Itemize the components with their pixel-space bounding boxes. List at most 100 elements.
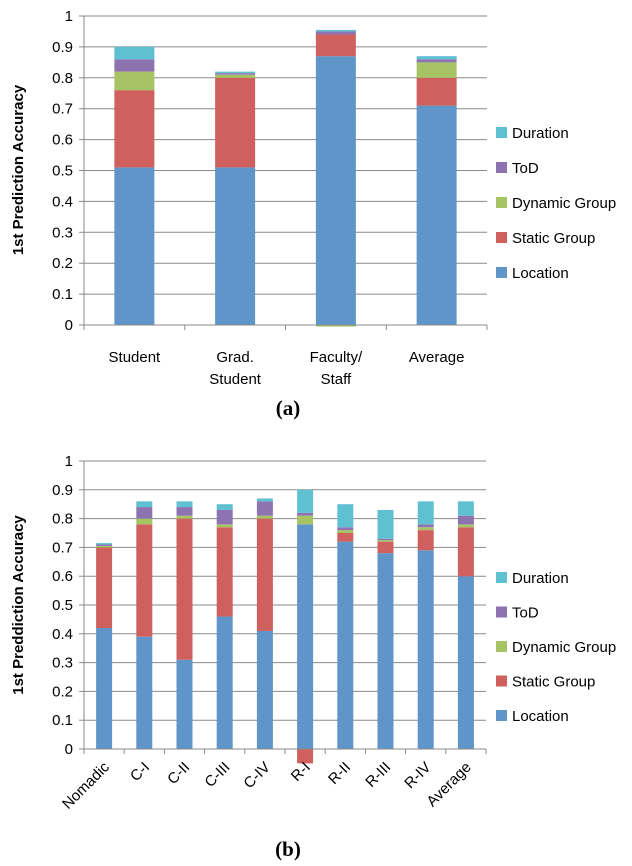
bar-segment-dynamic-group <box>337 530 354 533</box>
y-tick-label: 0.1 <box>52 712 73 729</box>
bar-segment-dynamic-group <box>416 62 457 78</box>
bar-segment-duration <box>315 29 356 32</box>
x-tick-label: Faculty/Staff <box>310 349 363 388</box>
legend-label: Dynamic Group <box>512 639 616 656</box>
y-tick-label: 0.9 <box>52 39 73 56</box>
bar-segment-duration <box>136 501 153 508</box>
bar-segment-dynamic-group <box>297 515 314 525</box>
bar-segment-dynamic-group <box>315 325 356 327</box>
y-tick-label: 1 <box>65 453 73 470</box>
bar-segment-tod <box>337 527 354 531</box>
legend-label: Duration <box>512 125 569 142</box>
bar-segment-tod <box>417 524 434 528</box>
legend-label: Duration <box>512 570 569 587</box>
y-tick-label: 0.6 <box>52 568 73 585</box>
bar-segment-tod <box>457 515 474 525</box>
bar-segment-static-group <box>457 527 474 577</box>
bar-segment-location <box>337 541 354 749</box>
bar-segment-static-group <box>136 524 153 637</box>
bar-segment-location <box>417 550 434 749</box>
legend-swatch <box>496 232 507 243</box>
y-tick-label: 0.8 <box>52 70 73 87</box>
x-tick-label: R-III <box>362 759 394 791</box>
x-tick-label: Student <box>109 349 162 366</box>
y-tick-label: 1 <box>65 8 73 25</box>
bar-segment-location <box>216 616 233 749</box>
bar-segment-duration <box>297 489 314 513</box>
bar-segment-static-group <box>315 34 356 57</box>
chart-panel-a: 0 0.1 0.2 0.3 0.4 0.5 0.6 0.7 0.8 0.9 1 1st Predict… <box>10 8 616 420</box>
y-tick-label: 0 <box>65 317 73 334</box>
legend-label: ToD <box>512 160 539 177</box>
bar-segment-tod <box>136 507 153 519</box>
bar-segment-tod <box>96 544 113 546</box>
x-tick-label-line: Grad. <box>216 349 254 366</box>
panel-caption: (a) <box>276 396 301 420</box>
bar-segment-location <box>176 659 193 749</box>
y-tick-label: 0.5 <box>52 597 73 614</box>
x-tick-label: Nomadic <box>59 758 113 812</box>
legend-label: Dynamic Group <box>512 195 616 212</box>
bar-segment-duration <box>216 504 233 510</box>
y-tick-label: 0.3 <box>52 655 73 672</box>
bar-segment-location <box>297 524 314 749</box>
bar-segment-dynamic-group <box>114 71 155 91</box>
bar-segment-tod <box>297 512 314 516</box>
x-tick-label: R-IV <box>401 759 434 792</box>
bar-segment-location <box>457 576 474 749</box>
x-tick-label: C-IV <box>240 759 273 792</box>
legend-swatch <box>496 641 507 652</box>
bar-segment-dynamic-group <box>136 518 153 525</box>
y-tick-label: 0.6 <box>52 132 73 149</box>
legend-label: Location <box>512 708 569 725</box>
legend-swatch <box>496 267 507 278</box>
y-axis-title: 1st Preddiction Accuracy <box>10 515 27 695</box>
y-tick-label: 0.2 <box>52 255 73 272</box>
legend-swatch <box>496 572 507 583</box>
bar-segment-duration <box>114 46 155 60</box>
legend-swatch <box>496 710 507 721</box>
bar-segment-tod <box>114 59 155 72</box>
bar-segment-tod <box>416 59 457 63</box>
y-tick-label: 0.4 <box>52 626 73 643</box>
chart-panel-b: 0 0.1 0.2 0.3 0.4 0.5 0.6 0.7 0.8 0.9 1 1st Preddic… <box>10 453 616 861</box>
x-tick-label-line: Faculty/ <box>310 349 363 366</box>
bar-segment-tod <box>256 501 273 516</box>
bar-segment-duration <box>377 509 394 539</box>
panel-caption: (b) <box>275 837 301 861</box>
bar-segment-location <box>215 167 256 325</box>
y-tick-label: 0.7 <box>52 101 73 118</box>
x-tick-label: Average <box>409 349 465 366</box>
legend-swatch <box>496 197 507 208</box>
bar-segment-duration <box>96 543 113 545</box>
y-tick-label: 0 <box>65 741 73 758</box>
bar-segment-dynamic-group <box>96 545 113 548</box>
bar-segment-static-group <box>416 77 457 106</box>
bar-segment-location <box>416 105 457 325</box>
bar-segment-static-group <box>176 518 193 660</box>
x-tick-label: C-I <box>127 759 153 785</box>
bar-segment-location <box>315 56 356 326</box>
bar-segment-tod <box>216 509 233 525</box>
bar-segment-static-group <box>417 530 434 551</box>
y-tick-label: 0.8 <box>52 511 73 528</box>
legend-label: Static Group <box>512 674 595 691</box>
bar-segment-duration <box>416 56 457 60</box>
y-tick-label: 0.5 <box>52 163 73 180</box>
bar-segment-dynamic-group <box>417 527 434 531</box>
bar-segment-tod <box>315 31 356 35</box>
bar-segment-static-group <box>377 541 394 554</box>
y-tick-label: 0.2 <box>52 683 73 700</box>
bar-segment-duration <box>457 501 474 516</box>
bar-segment-dynamic-group <box>457 524 474 528</box>
bar-segment-duration <box>337 504 354 528</box>
bar-segment-static-group <box>114 90 155 168</box>
y-axis-title: 1st Prediction Accuracy <box>10 84 27 255</box>
y-tick-label: 0.9 <box>52 482 73 499</box>
x-tick-label: C-III <box>201 759 233 791</box>
legend-swatch <box>496 675 507 687</box>
y-tick-label: 0.1 <box>52 286 73 303</box>
x-tick-label: Average <box>423 759 474 810</box>
bar-segment-dynamic-group <box>256 515 273 519</box>
